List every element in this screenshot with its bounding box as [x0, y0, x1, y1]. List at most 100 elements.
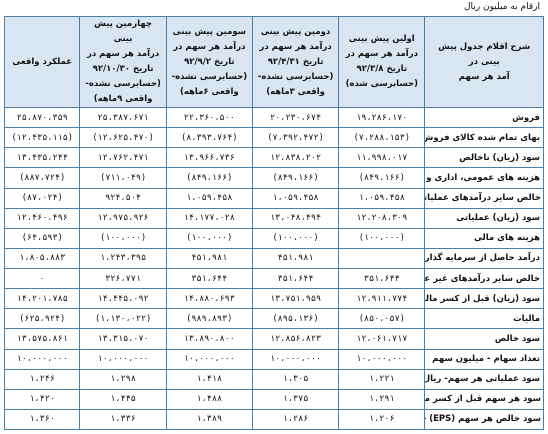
- table-cell: ۱۴،۸۸۰،۶۹۳: [165, 288, 253, 310]
- row-label: سود (زیان) قبل از کسر مالیات: [424, 288, 544, 310]
- table-cell: ۱،۳۸۹: [165, 408, 253, 431]
- table-cell: ۱،۳۰۵: [251, 368, 340, 390]
- table-cell: ۱۰،۰۰۰،۰۰۰: [3, 348, 81, 370]
- column-header-3: سومین پیش بینی درآمد هر سهم در تاریخ ۹۲/۹/…: [165, 16, 253, 108]
- table-cell: ۱،۲۲۱: [338, 368, 426, 390]
- table-row: تعداد سهام - میلیون سهم ۱۰،۰۰۰،۰۰۰ ۱۰،۰۰۰،…: [3, 348, 544, 370]
- table-cell: ۱،۲۸۶: [251, 408, 340, 431]
- table-cell: ۱۴،۱۷۷،۰۲۸: [165, 207, 253, 229]
- column-header-line: (حسابرسی نشده-: [85, 79, 161, 89]
- column-header-line: درآمد هر سهم در: [86, 49, 160, 59]
- table-cell: ۲۵،۳۸۷،۶۷۱: [79, 106, 167, 129]
- table-cell: ۳۵۱،۶۴۴: [165, 267, 253, 290]
- column-header-line: درآمد هر سهم در: [173, 41, 246, 52]
- table-cell: ۱۲،۷۶۲،۴۷۱: [79, 147, 167, 169]
- table-cell: ۹۲۴،۵۰۴: [79, 187, 167, 209]
- row-label: خالص سایر درآمدهای غیر عملیاتی: [424, 267, 544, 290]
- header-row: شرح اقلام جدول پیش بینی در آمد هر سهم اولی…: [3, 16, 544, 108]
- row-label: سود (زیان) ناخالص: [424, 147, 544, 169]
- table-cell: (۶۴،۵۹۳): [3, 227, 81, 249]
- column-header-line: درآمد هر سهم در: [345, 49, 418, 59]
- table-cell: (۹۸۹،۸۹۳): [165, 308, 253, 330]
- table-row: خالص سایر درآمدهای غیر عملیاتی ۳۵۱،۶۴۴۳۵۱…: [3, 267, 544, 290]
- table-cell: (۸۵۰،۰۵۷): [338, 308, 426, 330]
- table-cell: ۱،۲۰۶: [338, 408, 426, 431]
- row-label: تعداد سهام - میلیون سهم: [424, 348, 544, 370]
- table-cell: ۱،۸۰۵،۸۸۳: [3, 247, 81, 270]
- row-label: فروش: [424, 106, 544, 129]
- row-label: مالیات: [424, 308, 544, 330]
- column-header-0: شرح اقلام جدول پیش بینی در آمد هر سهم: [424, 16, 544, 108]
- column-header-2: دومین پیش بینی درآمد هر سهم در تاریخ ۹۲/۴/…: [251, 16, 340, 108]
- table-cell: (۸۴۹،۱۶۶): [165, 167, 253, 189]
- table-cell: ۴۵۱،۹۸۱: [165, 247, 253, 270]
- column-header-line: آمد هر سهم: [458, 71, 510, 82]
- table-row: هزینه های عمومی، اداری و تشکیلاتی(۸۴۹،۱۶…: [3, 167, 544, 189]
- table-row: هزینه های مالی (۱۰۰،۰۰۰) (۱۰۰،۰۰۰) (۱۰۰،۰۰۰…: [3, 227, 544, 249]
- table-cell: (۱۲،۶۲۵،۴۷۰): [79, 127, 167, 149]
- table-cell: ۱،۲۹۱: [338, 388, 426, 410]
- table-cell: ۱،۰۵۹،۴۵۸: [338, 187, 426, 209]
- row-label: سود عملیاتی هر سهم- ریال: [424, 368, 544, 390]
- column-header-line: تاریخ ۹۲/۳/۸: [356, 64, 408, 74]
- table-cell: ۳۵۱،۶۴۴: [251, 267, 340, 290]
- table-cell: (۷،۲۸۸،۱۵۳): [338, 127, 426, 149]
- row-label: سود (زیان) عملیاتی: [424, 207, 544, 229]
- table-row: مالیات (۸۵۰،۰۵۷) (۸۹۵،۱۳۶) (۹۸۹،۸۹۳) (۱،۱۳۰،…: [3, 308, 544, 330]
- table-cell: ۱۱،۹۹۸،۰۱۷: [338, 147, 426, 169]
- table-cell: ۱،۴۴۵: [79, 388, 167, 410]
- column-header-line: سومین پیش بینی: [172, 26, 247, 37]
- table-cell: (۱،۱۳۰،۰۲۲): [79, 308, 167, 330]
- row-label: بهای تمام شده کالای فروش رفته: [424, 127, 544, 149]
- table-row: سود (زیان) قبل از کسر مالیات۱۲،۹۱۱،۷۷۴۱۳…: [3, 288, 544, 310]
- column-header-line: (حسابرسی نشده-: [171, 71, 248, 82]
- table-cell: ۱۹،۲۸۶،۱۷۰: [338, 106, 426, 129]
- table-cell: (۸۹۵،۱۳۶): [251, 308, 340, 330]
- table-body: فروش ۱۹،۲۸۶،۱۷۰ ۲۰،۲۳۰،۶۷۴ ۲۲،۳۶۰،۵۰۰ ۲۵،۳۸۷…: [3, 106, 544, 431]
- table-cell: ۱،۲۴۶: [3, 368, 81, 390]
- table-cell: ۱،۲۴۳،۳۹۵: [79, 247, 167, 270]
- table-cell: (۱۰۰،۰۰۰): [165, 227, 253, 249]
- table-cell: ۱،۳۳۶: [79, 408, 167, 431]
- table-cell: (۸،۳۹۳،۷۶۴): [165, 127, 253, 149]
- table-cell: ۱۰،۰۰۰،۰۰۰: [251, 348, 340, 370]
- table-cell: ۱۲،۹۷۵،۹۲۶: [79, 207, 167, 229]
- column-header-4: چهارمین پیش بینی درآمد هر سهم در تاریخ ۹۲/…: [79, 16, 167, 108]
- table-cell: ۱۳،۷۵۱،۹۵۹: [251, 288, 340, 310]
- table-cell: ۱،۴۱۸: [165, 368, 253, 390]
- table-cell: ۴۵۱،۹۸۱: [251, 247, 340, 270]
- table-cell: (۸۸۷،۷۲۴): [3, 167, 81, 189]
- table-cell: (۸۴۹،۱۶۶): [338, 167, 426, 189]
- table-cell: (۸۷،۰۲۴): [3, 187, 81, 209]
- table-cell: ۱۲،۸۳۸،۲۰۲: [251, 147, 340, 169]
- table-cell: ۳۲۶،۷۷۱: [79, 267, 167, 290]
- table-cell: (۷،۳۹۲،۴۷۲): [251, 127, 340, 149]
- table-cell: ۲۰،۲۳۰،۶۷۴: [251, 106, 340, 129]
- column-header-line: عملکرد واقعی: [12, 56, 73, 67]
- table-cell: ۱۲،۲۰۸،۳۰۹: [338, 207, 426, 229]
- table-cell: ۱،۳۶۰: [3, 408, 81, 431]
- table-cell: ۲۲،۳۶۰،۵۰۰: [165, 106, 253, 129]
- table-row: سود عملیاتی هر سهم- ریال ۱،۲۲۱ ۱،۳۰۵ ۱،۴۱۸ ۱…: [3, 368, 544, 390]
- table-cell: ۱،۰۵۹،۴۵۸: [251, 187, 340, 209]
- row-label: درآمد حاصل از سرمایه گذاری ها: [424, 247, 544, 270]
- table-cell: (۱۰۰،۰۰۰): [338, 227, 426, 249]
- row-label: سود هر سهم قبل از کسر مالیات - ریال: [424, 388, 544, 410]
- column-header-line: واقعی ۶ماهه): [179, 86, 239, 97]
- table-cell: (۱۰۰،۰۰۰): [251, 227, 340, 249]
- column-header-line: تاریخ ۹۲/۹/۲: [184, 56, 235, 67]
- table-cell: ۱۰،۰۰۰،۰۰۰: [165, 348, 253, 370]
- column-header-line: تاریخ ۹۲/۱۰/۳۰: [92, 64, 154, 74]
- table-cell: ۱۲،۰۶۱،۷۱۷: [338, 328, 426, 350]
- table-cell: ۱۲،۹۱۱،۷۷۴: [338, 288, 426, 310]
- table-cell: ۱۳،۸۹۰،۸۰۰: [165, 328, 253, 350]
- table-row: سود (زیان) عملیاتی ۱۲،۲۰۸،۳۰۹ ۱۳،۰۴۸،۴۹۴ ۱۴…: [3, 207, 544, 229]
- table-cell: ۱۳،۰۴۸،۴۹۴: [251, 207, 340, 229]
- table-cell: (۶۲۵،۹۲۴): [3, 308, 81, 330]
- table-row: بهای تمام شده کالای فروش رفته(۷،۲۸۸،۱۵۳)…: [3, 127, 544, 149]
- table-row: سود خالص هر سهم (EPS) - ریال۱،۲۰۶۱،۲۸۶۱،…: [3, 408, 544, 431]
- table-cell: ۱۳،۳۱۵،۰۷۰: [79, 328, 167, 350]
- column-header-line: تاریخ ۹۲/۴/۳۱: [267, 56, 324, 67]
- row-label: سود خالص هر سهم (EPS) - ریال: [424, 408, 544, 431]
- column-header-1: اولین پیش بینی درآمد هر سهم در تاریخ ۹۲/۳/…: [338, 16, 426, 108]
